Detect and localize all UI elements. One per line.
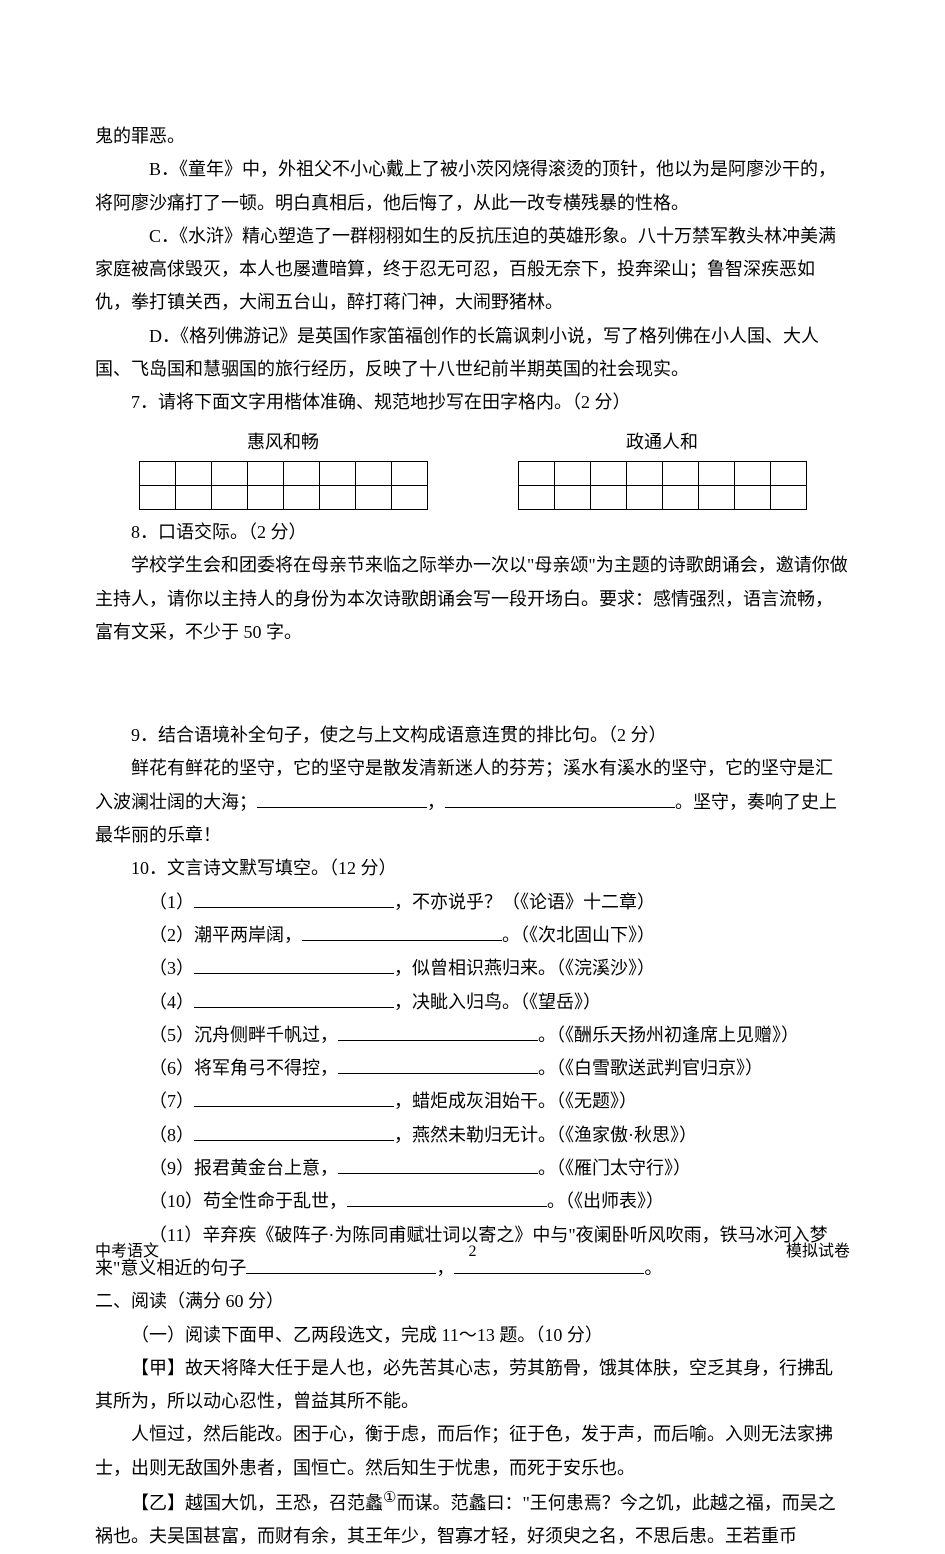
paragraph: 鬼的罪恶。 bbox=[95, 120, 850, 153]
passage-yi-p1: 【乙】越国大饥，王恐，召范蠡①而谋。范蠡曰："王何患焉？今之饥，此越之福，而吴之… bbox=[95, 1485, 850, 1554]
q10-item-6: （6）将军角弓不得控，。（《白雪歌送武判官归京》） bbox=[95, 1052, 850, 1085]
question-9: 9．结合语境补全句子，使之与上文构成语意连贯的排比句。（2 分） bbox=[95, 719, 850, 752]
tianzige-grid-1 bbox=[139, 461, 428, 510]
footer-page-number: 2 bbox=[469, 1237, 477, 1267]
footnote-marker: ① bbox=[383, 1490, 396, 1506]
q10-item-8: （8），燕然未勒归无计。（《渔家傲·秋思》） bbox=[95, 1119, 850, 1152]
grid-label-2: 政通人和 bbox=[626, 426, 698, 459]
option-b: B．《童年》中，外祖父不小心戴上了被小茨冈烧得滚烫的顶针，他以为是阿廖沙干的，将… bbox=[95, 153, 850, 220]
grid-label-1: 惠风和畅 bbox=[247, 426, 319, 459]
footer-left: 中考语文 bbox=[95, 1237, 159, 1267]
footer-right: 模拟试卷 bbox=[786, 1237, 850, 1267]
passage-jia-p1: 【甲】故天将降大任于是人也，必先苦其心志，劳其筋骨，饿其体肤，空乏其身，行拂乱其… bbox=[95, 1352, 850, 1419]
q10-item-3: （3），似曾相识燕归来。（《浣溪沙》） bbox=[95, 952, 850, 985]
writing-grids-row: 惠风和畅 政通人和 bbox=[95, 426, 850, 510]
page-footer: 中考语文 2 模拟试卷 bbox=[95, 1237, 850, 1267]
q10-item-2: （2）潮平两岸阔，。（《次北固山下》） bbox=[95, 919, 850, 952]
option-c: C．《水浒》精心塑造了一群栩栩如生的反抗压迫的英雄形象。八十万禁军教头林冲美满家… bbox=[95, 220, 850, 320]
question-8-body: 学校学生会和团委将在母亲节来临之际举办一次以"母亲颂"为主题的诗歌朗诵会，邀请你… bbox=[95, 549, 850, 649]
q10-item-9: （9）报君黄金台上意，。（《雁门太守行》） bbox=[95, 1152, 850, 1185]
grid-block-2: 政通人和 bbox=[518, 426, 807, 510]
q10-item-1: （1），不亦说乎？（《论语》十二章） bbox=[95, 886, 850, 919]
section-2-sub: （一）阅读下面甲、乙两段选文，完成 11～13 题。（10 分） bbox=[95, 1319, 850, 1352]
question-8: 8．口语交际。（2 分） bbox=[95, 516, 850, 549]
grid-block-1: 惠风和畅 bbox=[139, 426, 428, 510]
option-d: D．《格列佛游记》是英国作家笛福创作的长篇讽刺小说，写了格列佛在小人国、大人国、… bbox=[95, 320, 850, 387]
q10-item-7: （7），蜡炬成灰泪始干。（《无题》） bbox=[95, 1085, 850, 1118]
document-body: 鬼的罪恶。 B．《童年》中，外祖父不小心戴上了被小茨冈烧得滚烫的顶针，他以为是阿… bbox=[95, 120, 850, 1554]
q10-item-5: （5）沉舟侧畔千帆过，。（《酬乐天扬州初逢席上见赠》） bbox=[95, 1019, 850, 1052]
question-9-body: 鲜花有鲜花的坚守，它的坚守是散发清新迷人的芬芳；溪水有溪水的坚守，它的坚守是汇入… bbox=[95, 752, 850, 852]
question-10: 10．文言诗文默写填空。（12 分） bbox=[95, 852, 850, 885]
question-7: 7．请将下面文字用楷体准确、规范地抄写在田字格内。（2 分） bbox=[95, 386, 850, 419]
passage-jia-p2: 人恒过，然后能改。困于心，衡于虑，而后作；征于色，发于声，而后喻。入则无法家拂士… bbox=[95, 1418, 850, 1485]
q10-item-4: （4），决眦入归鸟。（《望岳》） bbox=[95, 986, 850, 1019]
q10-item-10: （10）苟全性命于乱世，。（《出师表》） bbox=[95, 1185, 850, 1218]
tianzige-grid-2 bbox=[518, 461, 807, 510]
section-2-heading: 二、阅读（满分 60 分） bbox=[95, 1285, 850, 1318]
